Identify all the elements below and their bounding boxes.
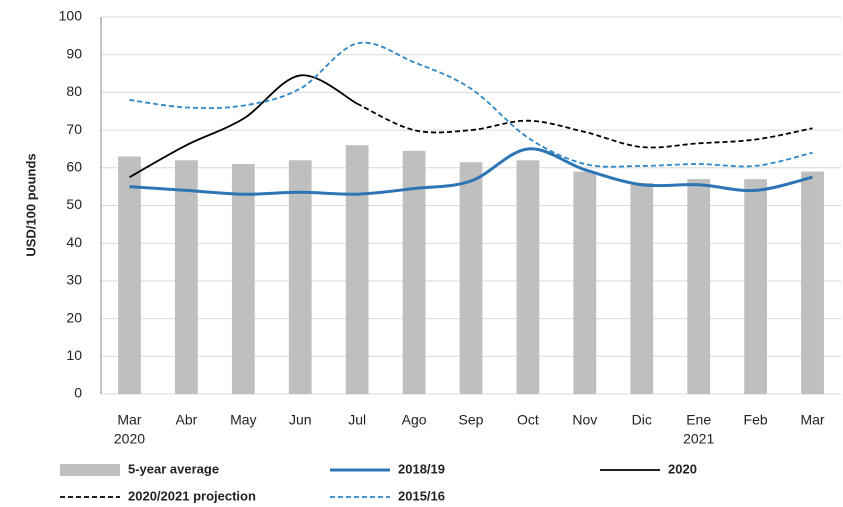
x-tick-label: Sep [459,412,484,428]
x-tick-label: Feb [744,412,768,428]
x-tick-sublabel: 2020 [114,431,145,447]
bar [630,182,654,394]
x-tick-label: May [230,412,256,428]
bar [801,171,824,394]
line [356,102,813,149]
legend: 5-year average 2018/19 2020 2020/2021 proje… [60,461,697,503]
y-tick-label: 100 [59,8,83,24]
y-tick-label: 60 [66,159,82,175]
bar [516,160,540,394]
line [129,41,813,168]
y-tick-label: 20 [66,309,82,325]
legend-swatch [60,464,120,476]
bar [459,162,483,394]
line [129,74,358,179]
x-tick-label: Oct [517,412,539,428]
y-tick-label: 70 [66,121,82,137]
x-tick-label: Jun [289,412,312,428]
y-tick-label: 50 [66,196,82,212]
bar [175,160,198,394]
bar [118,156,141,394]
y-tick-label: 90 [66,45,82,61]
x-tick-label: Dic [632,412,652,428]
bar [402,150,426,394]
legend-label: 5-year average [128,461,219,476]
x-tick-label: Mar [117,412,141,428]
x-tick-label: Mar [800,412,824,428]
bar [573,171,597,394]
bar [687,179,711,394]
x-tick-sublabel: 2021 [683,431,714,447]
x-tick-label: Nov [572,412,597,428]
y-tick-label: 10 [66,347,82,363]
legend-label: 2020 [668,461,697,476]
y-tick-label: 40 [66,234,82,250]
legend-label: 2020/2021 projection [128,488,256,503]
y-tick-label: 30 [66,272,82,288]
x-tick-label: Abr [175,412,197,428]
bar [744,179,767,394]
x-tick-label: Jul [348,412,366,428]
y-tick-label: 80 [66,83,82,99]
bar [231,164,255,394]
y-tick-label: 0 [74,385,82,401]
x-tick-label: Ene [686,412,711,428]
line [129,147,813,196]
bar [288,160,312,394]
legend-label: 2018/19 [398,461,445,476]
y-axis-label: USD/100 pounds [23,153,38,256]
bar [345,145,369,394]
x-tick-label: Ago [402,412,427,428]
legend-label: 2015/16 [398,488,445,503]
